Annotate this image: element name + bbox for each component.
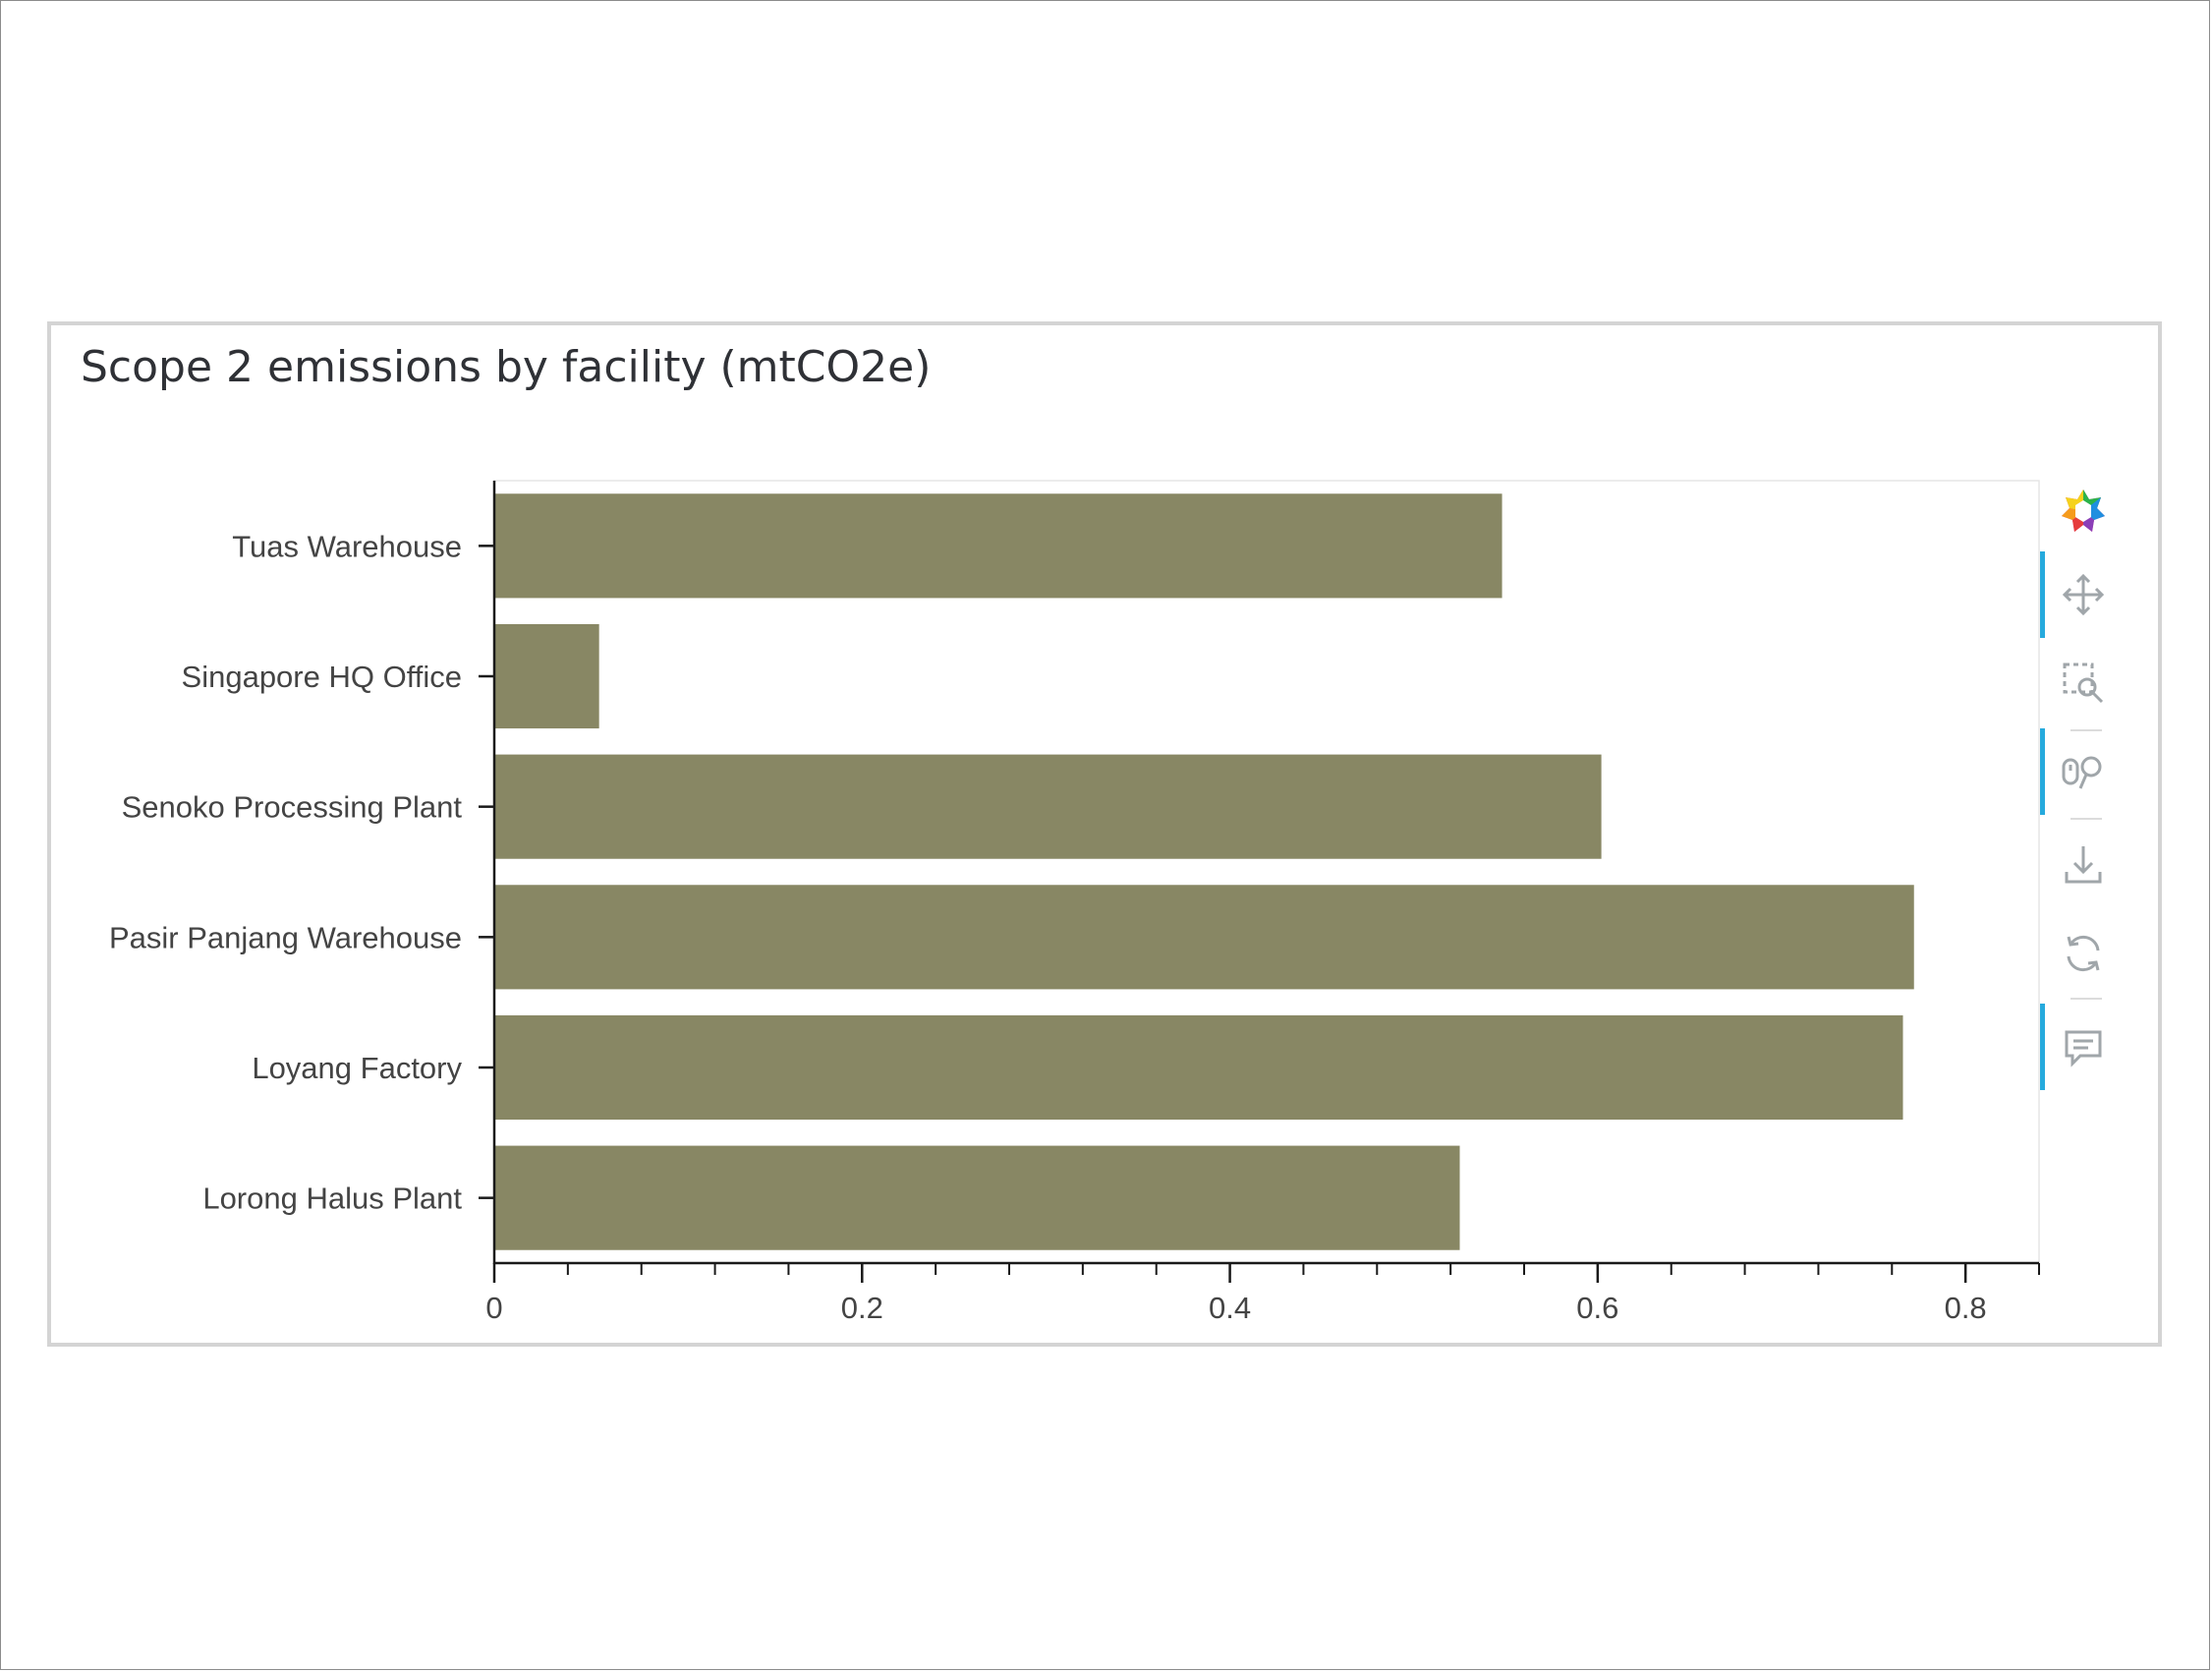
box-zoom-icon[interactable] xyxy=(2044,644,2123,722)
plot-area xyxy=(493,480,2040,1264)
pan-icon[interactable] xyxy=(2040,551,2123,638)
y-tick-label: Singapore HQ Office xyxy=(182,660,462,694)
y-tick-label: Loyang Factory xyxy=(252,1051,462,1085)
y-tick-label: Senoko Processing Plant xyxy=(122,790,463,825)
bar xyxy=(494,1014,1903,1121)
toolbar-separator xyxy=(2070,729,2102,731)
x-tick-label: 0.8 xyxy=(1945,1291,1987,1325)
bar xyxy=(494,1145,1460,1250)
reset-icon[interactable] xyxy=(2044,914,2123,993)
y-tick-label: Lorong Halus Plant xyxy=(202,1182,462,1216)
y-tick-label: Tuas Warehouse xyxy=(232,529,462,563)
bar xyxy=(494,623,599,729)
x-tick-label: 0.4 xyxy=(1209,1291,1251,1325)
save-icon[interactable] xyxy=(2044,826,2123,904)
bar xyxy=(494,885,1914,990)
x-tick-label: 0.6 xyxy=(1576,1291,1618,1325)
bokeh-logo-icon[interactable] xyxy=(2044,472,2123,550)
chart-toolbar xyxy=(2034,472,2132,1121)
x-tick-label: 0.2 xyxy=(841,1291,883,1325)
bar xyxy=(494,754,1602,859)
hover-icon[interactable] xyxy=(2040,1004,2123,1090)
x-tick-label: 0 xyxy=(485,1291,502,1325)
wheel-zoom-icon[interactable] xyxy=(2040,728,2123,815)
bar xyxy=(494,493,1503,599)
panel-title: Scope 2 emissions by facility (mtCO2e) xyxy=(81,342,932,392)
toolbar-separator xyxy=(2070,818,2102,820)
y-tick-label: Pasir Panjang Warehouse xyxy=(109,920,462,954)
toolbar-separator xyxy=(2070,998,2102,1000)
